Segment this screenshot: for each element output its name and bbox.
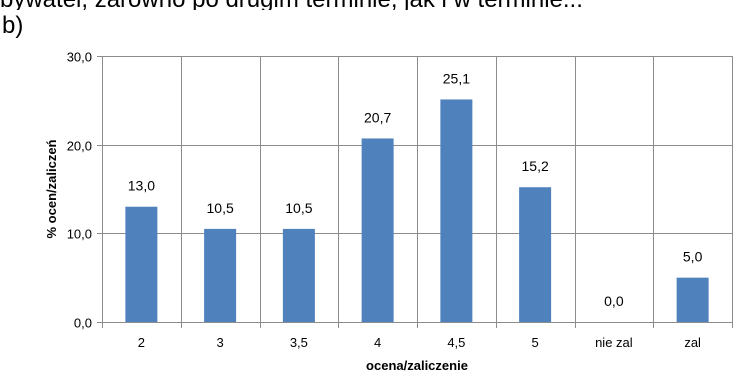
bar <box>519 187 552 322</box>
x-tick-label: zal <box>684 335 701 350</box>
x-tick-label: 3,5 <box>290 335 308 350</box>
data-label: 15,2 <box>522 158 549 174</box>
panel-label: b) <box>2 12 24 39</box>
data-label: 20,7 <box>364 109 391 125</box>
bar <box>125 206 158 322</box>
x-tick-label: 5 <box>532 335 539 350</box>
y-axis-title: % ocen/zaliczeń <box>44 139 59 238</box>
bar <box>361 138 394 322</box>
bar <box>676 277 709 322</box>
y-tick-label: 0,0 <box>74 316 92 331</box>
data-label: 10,5 <box>285 200 312 216</box>
x-tick-label: 3 <box>217 335 224 350</box>
x-tick-label: 4,5 <box>447 335 465 350</box>
y-tick-label: 30,0 <box>67 50 92 65</box>
cropped-top-text: bywatel, zarówno po drugim terminie, jak… <box>0 0 737 10</box>
x-tick-label: 2 <box>138 335 145 350</box>
data-label: 10,5 <box>207 200 234 216</box>
bar <box>440 99 473 323</box>
data-label: 0,0 <box>604 293 624 309</box>
data-label: 13,0 <box>128 178 155 194</box>
x-tick-label: nie zal <box>595 335 633 350</box>
x-tick-label: 4 <box>374 335 381 350</box>
y-tick-label: 20,0 <box>67 139 92 154</box>
y-tick-label: 10,0 <box>67 227 92 242</box>
bar <box>204 228 237 322</box>
bar <box>282 228 315 322</box>
x-axis-title: ocena/zaliczenie <box>366 358 468 373</box>
data-label: 25,1 <box>443 70 470 86</box>
data-label: 5,0 <box>683 249 703 265</box>
